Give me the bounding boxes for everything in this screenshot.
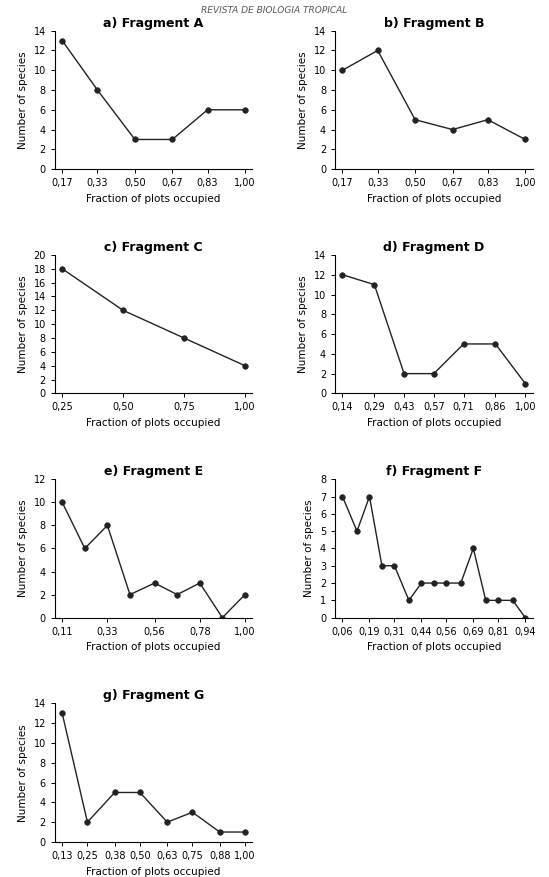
Y-axis label: Number of species: Number of species	[298, 51, 308, 149]
Title: a) Fragment A: a) Fragment A	[103, 17, 204, 30]
X-axis label: Fraction of plots occupied: Fraction of plots occupied	[86, 642, 221, 652]
Title: c) Fragment C: c) Fragment C	[104, 241, 203, 253]
Title: b) Fragment B: b) Fragment B	[384, 17, 484, 30]
Y-axis label: Number of species: Number of species	[18, 500, 28, 597]
X-axis label: Fraction of plots occupied: Fraction of plots occupied	[86, 418, 221, 428]
X-axis label: Fraction of plots occupied: Fraction of plots occupied	[86, 194, 221, 203]
Text: REVISTA DE BIOLOGIA TROPICAL: REVISTA DE BIOLOGIA TROPICAL	[201, 6, 348, 15]
Title: f) Fragment F: f) Fragment F	[386, 465, 482, 478]
X-axis label: Fraction of plots occupied: Fraction of plots occupied	[367, 418, 501, 428]
Title: d) Fragment D: d) Fragment D	[383, 241, 484, 253]
Y-axis label: Number of species: Number of species	[18, 275, 28, 373]
Title: g) Fragment G: g) Fragment G	[103, 689, 204, 702]
Y-axis label: Number of species: Number of species	[304, 500, 315, 597]
Title: e) Fragment E: e) Fragment E	[104, 465, 203, 478]
Y-axis label: Number of species: Number of species	[18, 724, 28, 822]
X-axis label: Fraction of plots occupied: Fraction of plots occupied	[367, 194, 501, 203]
Y-axis label: Number of species: Number of species	[298, 275, 308, 373]
Y-axis label: Number of species: Number of species	[18, 51, 28, 149]
X-axis label: Fraction of plots occupied: Fraction of plots occupied	[86, 866, 221, 876]
X-axis label: Fraction of plots occupied: Fraction of plots occupied	[367, 642, 501, 652]
